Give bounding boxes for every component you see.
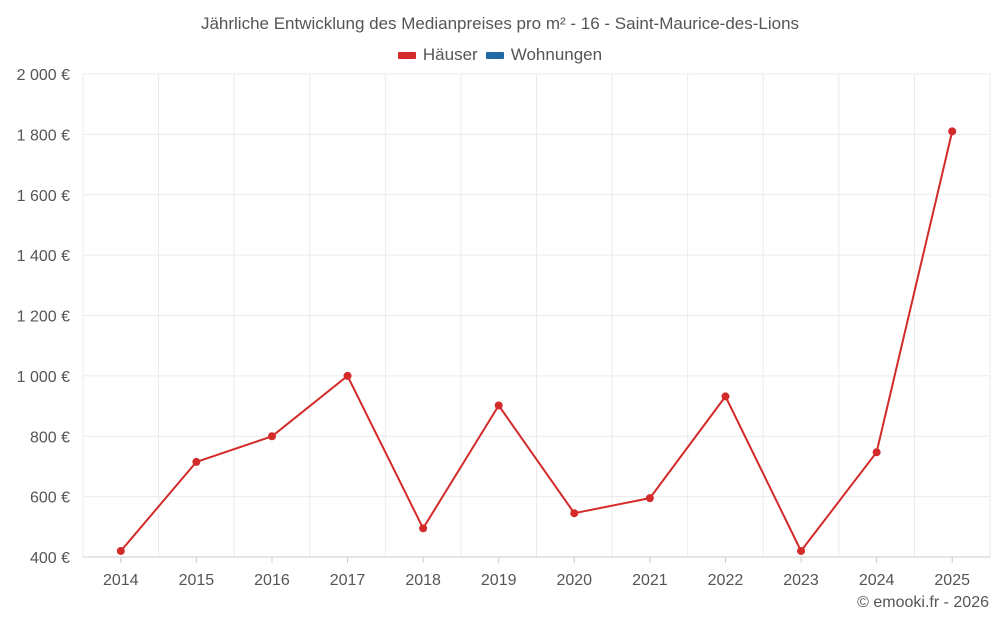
y-tick-label: 1 400 € — [17, 248, 70, 265]
x-tick-label: 2021 — [632, 572, 668, 589]
y-tick-label: 600 € — [30, 490, 70, 507]
y-tick-label: 1 600 € — [17, 188, 70, 205]
data-point — [494, 401, 503, 410]
data-point — [797, 546, 806, 555]
y-tick-label: 2 000 € — [17, 67, 70, 84]
x-tick-label: 2017 — [330, 572, 366, 589]
y-tick-label: 1 200 € — [17, 309, 70, 326]
x-tick-label: 2025 — [934, 572, 970, 589]
y-tick-label: 400 € — [30, 550, 70, 567]
copyright-credit: © emooki.fr - 2026 — [857, 594, 989, 611]
y-tick-label: 1 000 € — [17, 369, 70, 386]
x-tick-label: 2024 — [859, 572, 895, 589]
legend-label-haeuser: Häuser — [422, 45, 478, 64]
x-tick-label: 2015 — [179, 572, 215, 589]
data-point — [721, 392, 730, 401]
x-tick-label: 2020 — [556, 572, 592, 589]
x-tick-label: 2022 — [708, 572, 744, 589]
data-point — [645, 494, 654, 503]
data-point — [872, 448, 881, 457]
data-point — [116, 546, 125, 555]
data-point — [570, 509, 579, 518]
x-tick-label: 2018 — [405, 572, 441, 589]
x-tick-label: 2019 — [481, 572, 517, 589]
data-point — [419, 524, 428, 533]
chart-legend: Häuser Wohnungen — [0, 45, 1000, 65]
x-tick-label: 2014 — [103, 572, 139, 589]
legend-item-haeuser[interactable]: Häuser — [397, 45, 478, 65]
legend-item-wohnungen[interactable]: Wohnungen — [485, 45, 603, 65]
chart-title: Jährliche Entwicklung des Medianpreises … — [200, 14, 800, 33]
x-tick-label: 2016 — [254, 572, 290, 589]
data-point — [343, 371, 352, 380]
legend-swatch-wohnungen — [485, 51, 504, 59]
data-point — [948, 127, 957, 136]
x-tick-label: 2023 — [783, 572, 819, 589]
series-line-haeuser — [120, 131, 954, 552]
data-point — [267, 432, 276, 441]
legend-label-wohnungen: Wohnungen — [510, 45, 603, 64]
legend-swatch-haeuser — [397, 51, 416, 59]
y-tick-label: 800 € — [30, 429, 70, 446]
data-point — [192, 457, 201, 466]
y-tick-label: 1 800 € — [17, 127, 70, 144]
